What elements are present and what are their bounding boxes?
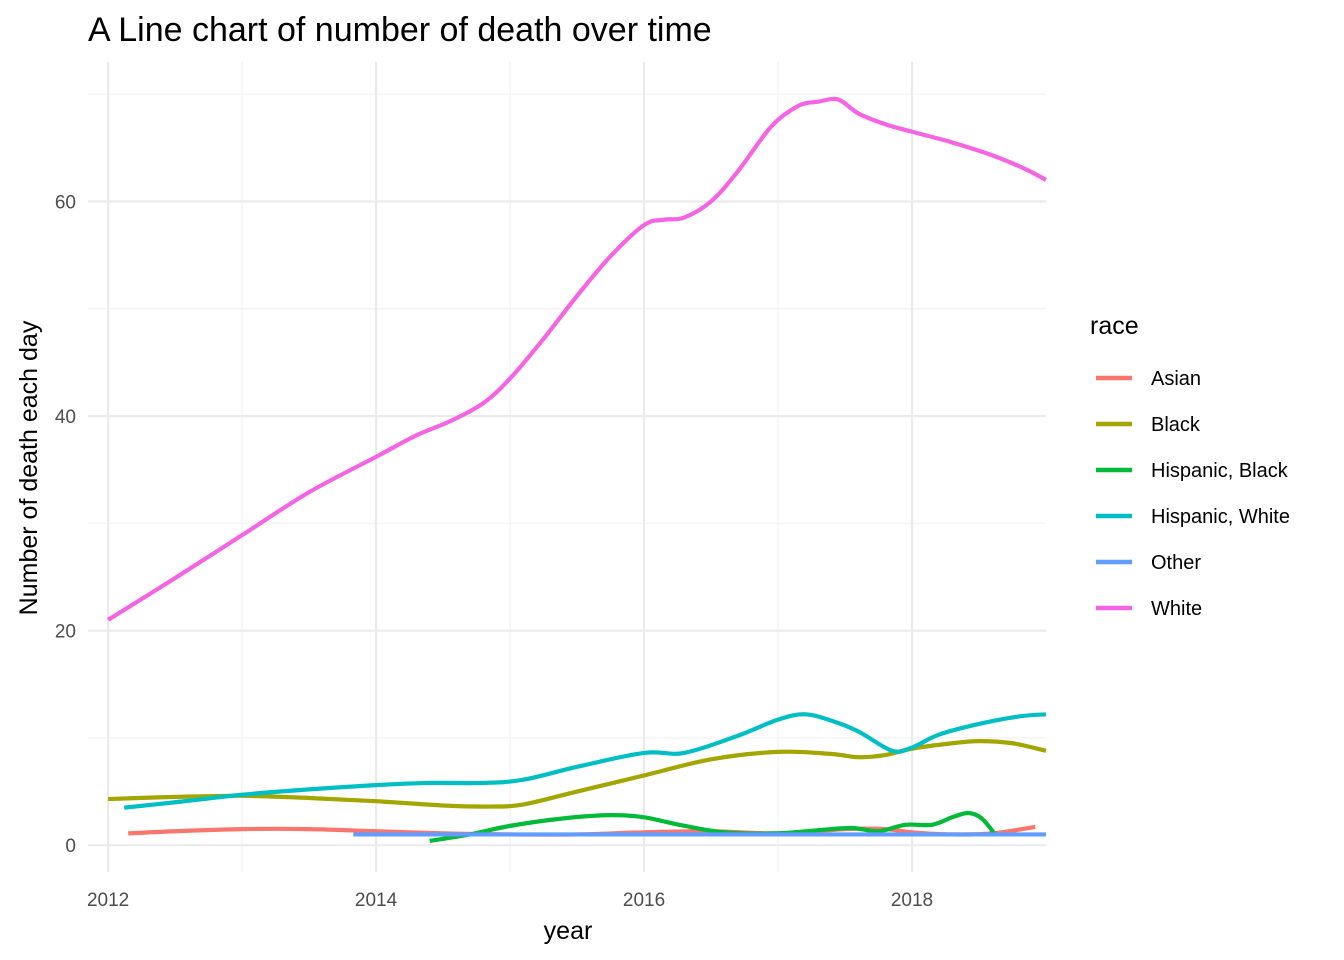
y-tick-label: 20 [55,622,76,643]
x-tick-label: 2012 [87,890,129,911]
legend: race Asian Black Hispanic, Black Hispanic, … [1090,312,1290,620]
legend-label-hispanic-black: Hispanic, Black [1151,460,1289,482]
legend-title: race [1090,312,1139,340]
legend-label-other: Other [1151,552,1201,574]
y-tick-label: 0 [65,836,76,857]
series-line-hispanic-black [429,810,997,843]
legend-label-black: Black [1151,414,1201,436]
x-tick-label: 2018 [891,890,933,911]
x-axis-title: year [544,917,593,945]
legend-label-white: White [1151,598,1202,620]
y-axis-title: Number of death each day [15,320,43,615]
series-line-white [106,96,1048,622]
y-axis-ticks: 0 20 40 60 [55,192,76,857]
legend-label-asian: Asian [1151,368,1201,390]
y-tick-label: 60 [55,192,76,213]
y-tick-label: 40 [55,407,76,428]
series-line-black [108,739,1047,809]
x-tick-label: 2014 [355,890,398,911]
major-gridlines [88,62,1046,872]
x-axis-ticks: 2012 2014 2016 2018 [87,890,933,911]
x-tick-label: 2016 [623,890,665,911]
series-lines [106,96,1048,843]
chart-title: A Line chart of number of death over tim… [88,11,712,49]
legend-label-hispanic-white: Hispanic, White [1151,506,1290,528]
series-line-hispanic-white [123,712,1047,810]
